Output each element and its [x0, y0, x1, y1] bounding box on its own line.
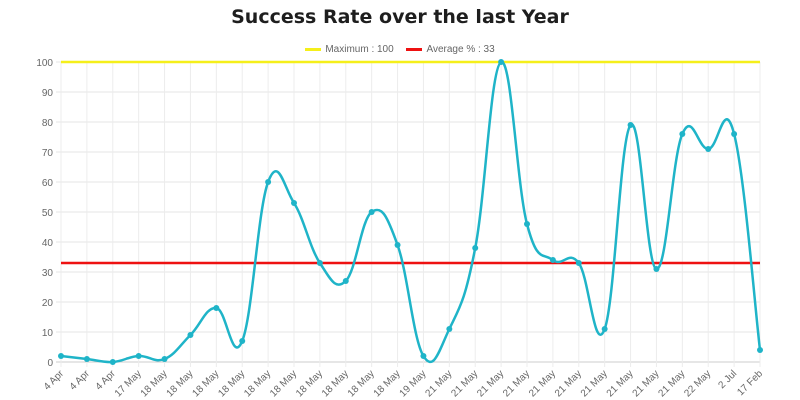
data-point: [239, 338, 246, 344]
data-point: [549, 257, 556, 263]
x-tick-label: 18 May: [346, 368, 377, 399]
y-tick-label: 0: [47, 358, 53, 369]
x-tick-label: 18 May: [139, 368, 170, 399]
data-point: [342, 278, 349, 284]
x-tick-label: 4 Apr: [42, 368, 67, 393]
x-tick-label: 18 May: [372, 368, 403, 399]
x-tick-label: 21 May: [449, 368, 480, 399]
x-tick-label: 18 May: [165, 368, 196, 399]
x-tick-label: 4 Apr: [68, 368, 93, 393]
chart-title: Success Rate over the last Year: [231, 6, 569, 28]
x-tick-label: 2 Jul: [717, 368, 740, 391]
x-tick-label: 21 May: [553, 368, 584, 399]
legend-item-maximum[interactable]: Maximum : 100: [305, 44, 394, 55]
x-tick-label: 21 May: [527, 368, 558, 399]
y-tick-label: 30: [42, 268, 54, 279]
legend-swatch: [406, 47, 423, 51]
y-tick-label: 60: [42, 178, 54, 189]
legend-label: Maximum : 100: [325, 44, 394, 55]
data-point: [213, 305, 220, 311]
x-tick-label: 19 May: [398, 368, 429, 399]
x-tick-label: 18 May: [216, 368, 247, 399]
data-point: [524, 221, 530, 227]
x-tick-label: 21 May: [475, 368, 506, 399]
data-point: [265, 179, 272, 185]
data-point: [705, 146, 712, 152]
data-point: [368, 209, 375, 215]
data-point: [187, 332, 194, 338]
legend: Maximum : 100 Average % : 33: [0, 44, 800, 55]
legend-label: Average % : 33: [426, 44, 495, 55]
data-point: [679, 131, 686, 137]
x-tick-label: 21 May: [579, 368, 610, 399]
data-point: [601, 326, 608, 332]
y-tick-label: 100: [36, 58, 53, 69]
x-tick-label: 18 May: [268, 368, 299, 399]
y-tick-label: 70: [42, 148, 54, 159]
data-point: [627, 122, 634, 128]
data-point: [575, 260, 582, 266]
data-point: [472, 245, 479, 251]
data-point: [58, 353, 64, 359]
data-point: [135, 353, 142, 359]
data-point: [316, 260, 323, 266]
legend-swatch: [305, 47, 322, 51]
y-tick-label: 50: [42, 208, 54, 219]
data-point: [83, 356, 90, 362]
x-tick-label: 21 May: [656, 368, 687, 399]
x-tick-label: 21 May: [501, 368, 532, 399]
x-tick-label: 18 May: [190, 368, 221, 399]
x-tick-label: 17 May: [113, 368, 144, 399]
y-tick-label: 80: [42, 118, 54, 129]
x-tick-label: 18 May: [242, 368, 273, 399]
y-tick-label: 40: [42, 238, 54, 249]
data-point: [498, 59, 505, 65]
data-point: [731, 131, 738, 137]
y-tick-label: 10: [42, 328, 54, 339]
data-point: [653, 266, 660, 272]
x-tick-label: 18 May: [294, 368, 325, 399]
x-tick-label: 22 May: [682, 368, 713, 399]
data-point: [161, 356, 168, 362]
data-point: [109, 359, 116, 365]
y-tick-label: 90: [42, 88, 54, 99]
x-tick-label: 21 May: [631, 368, 662, 399]
data-point: [446, 326, 453, 332]
data-point: [394, 242, 401, 248]
legend-item-average[interactable]: Average % : 33: [406, 44, 495, 55]
x-tick-label: 21 May: [423, 368, 454, 399]
data-point: [291, 200, 297, 206]
data-point: [757, 347, 763, 353]
x-tick-label: 17 Feb: [735, 368, 765, 398]
data-point: [420, 353, 427, 359]
y-tick-label: 20: [42, 298, 54, 309]
x-tick-label: 21 May: [605, 368, 636, 399]
x-tick-label: 18 May: [320, 368, 351, 399]
